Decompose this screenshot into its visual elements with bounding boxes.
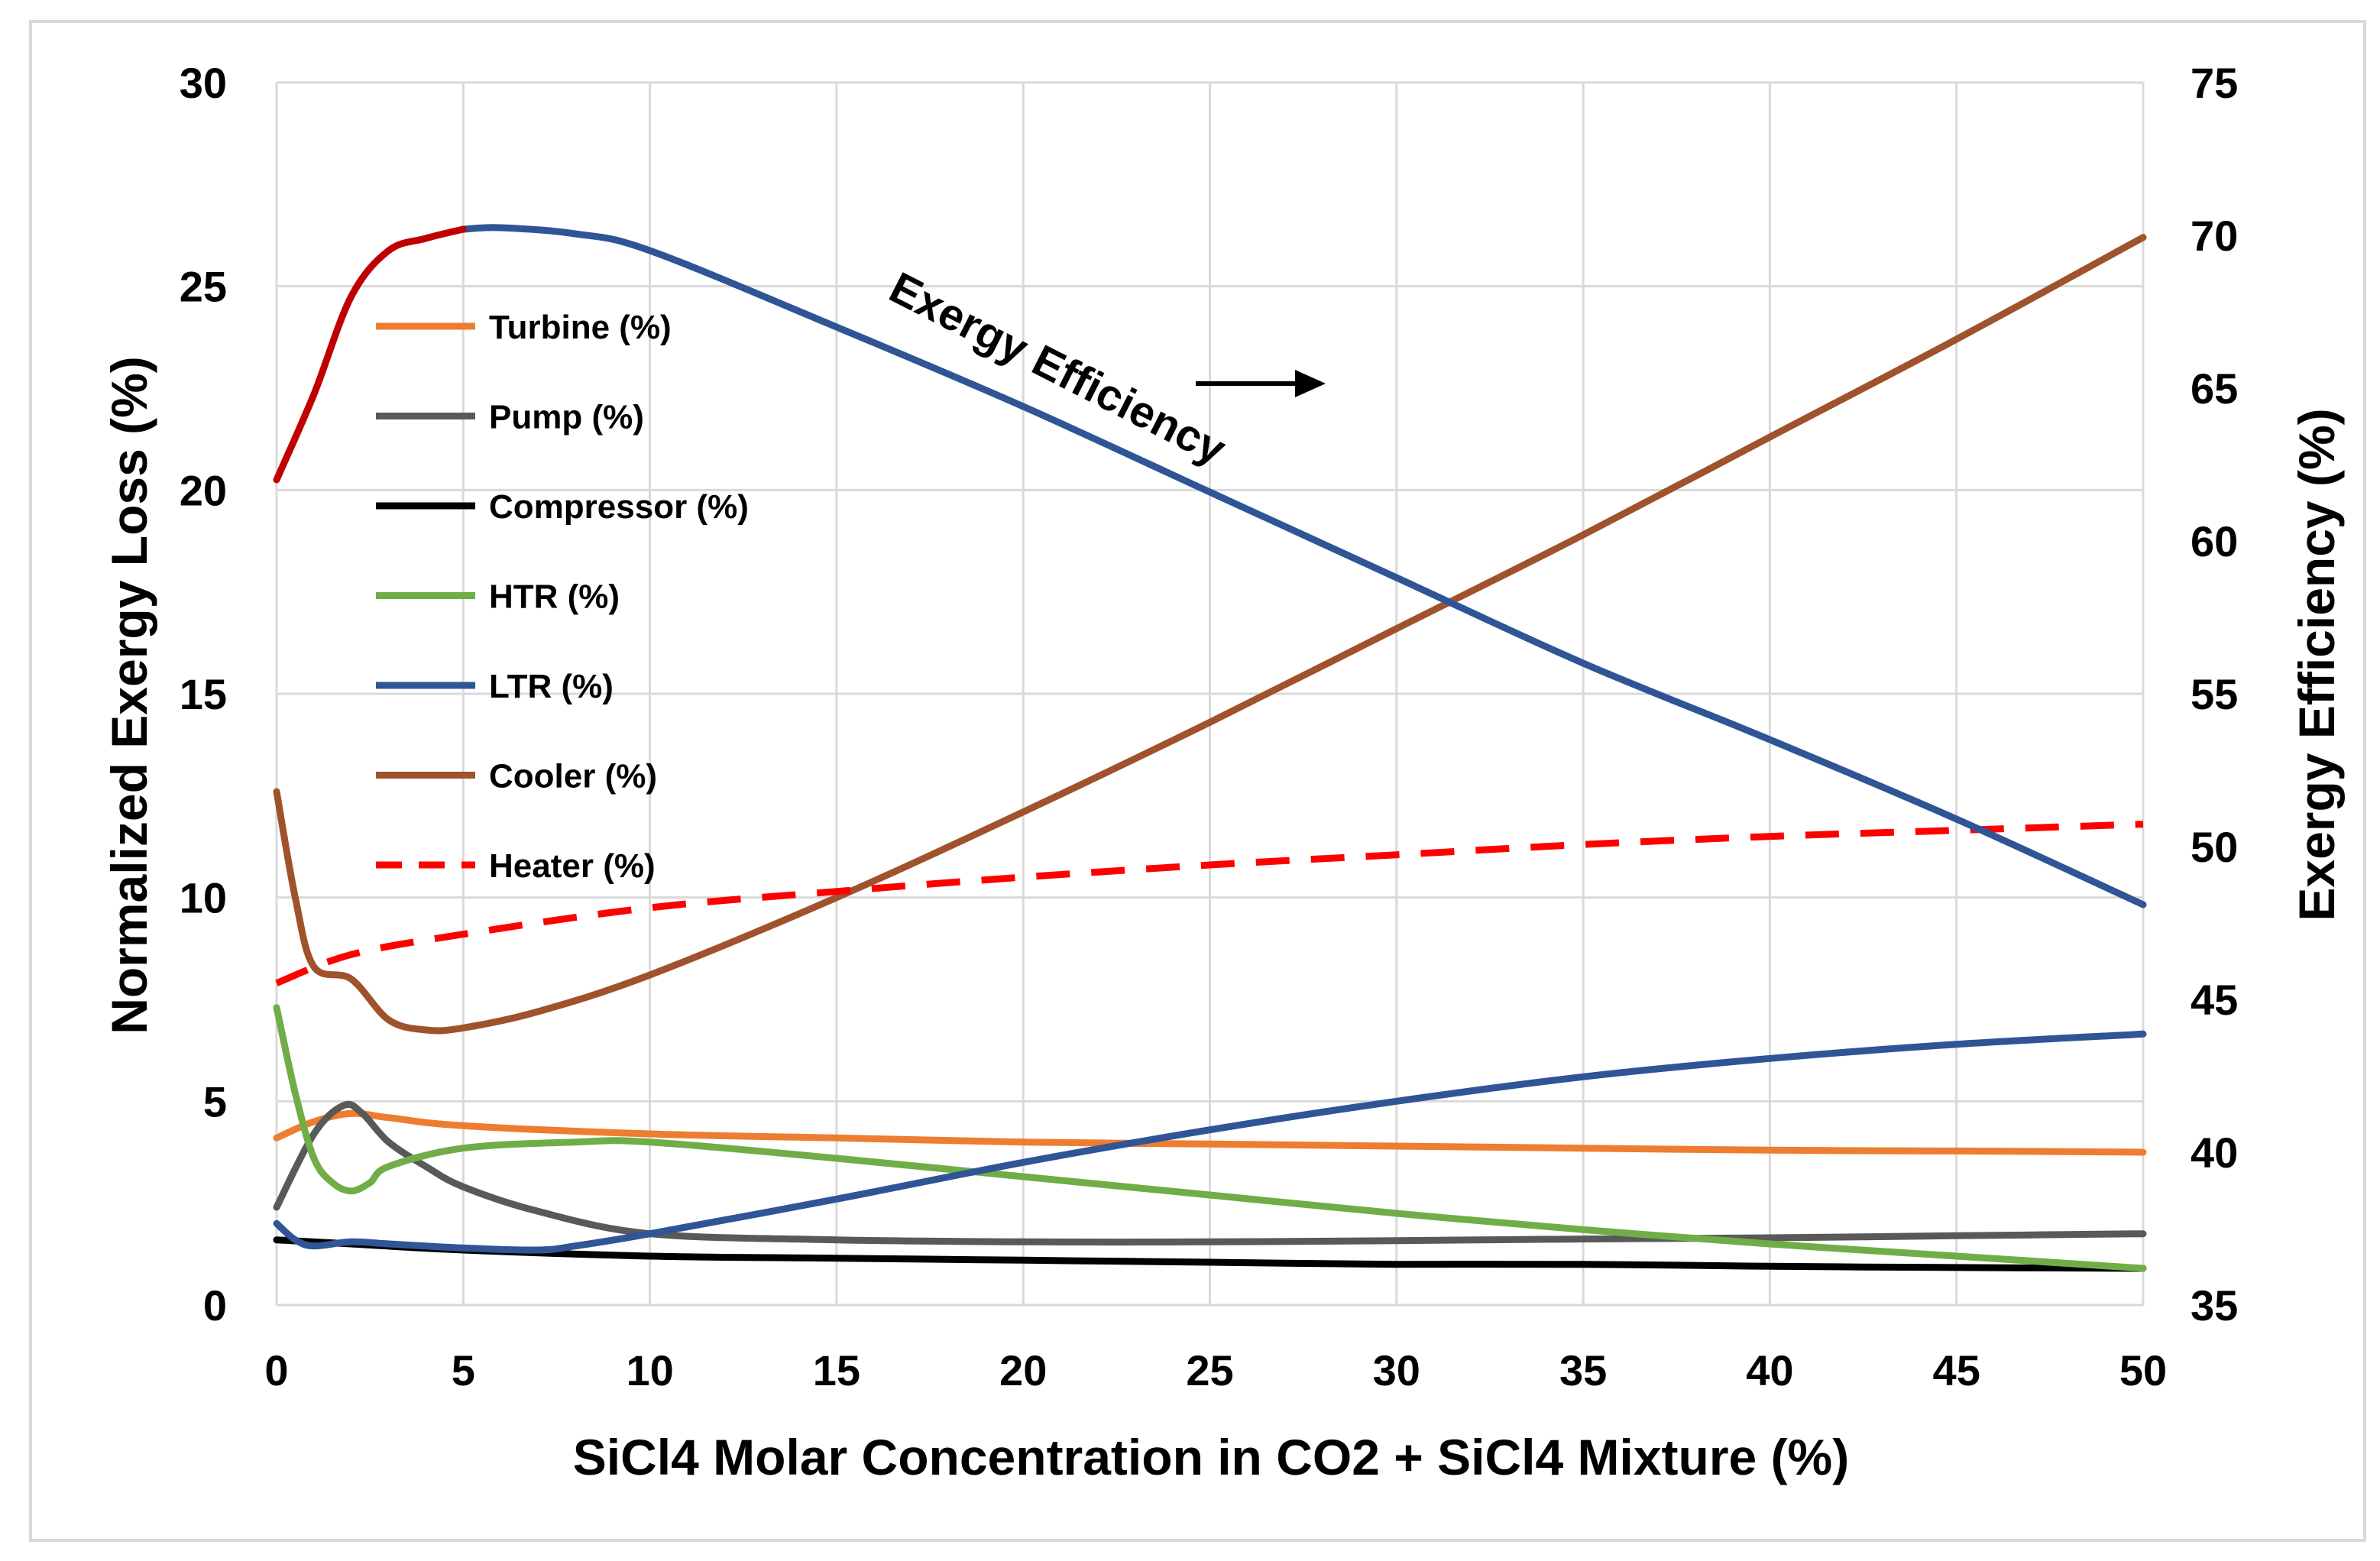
legend-label-ltr: LTR (%) — [489, 668, 614, 705]
y-tick-label: 15 — [180, 670, 227, 718]
x-tick-label: 35 — [1559, 1346, 1607, 1394]
x-tick-label: 10 — [626, 1346, 673, 1394]
legend-label-htr: HTR (%) — [489, 578, 620, 616]
y-tick-label: 10 — [180, 874, 227, 922]
chart-border — [29, 20, 2366, 1542]
x-tick-label: 50 — [2119, 1346, 2167, 1394]
series-line-cooler — [273, 234, 2147, 1035]
y2-tick-label: 55 — [2191, 670, 2238, 718]
x-tick-label: 20 — [999, 1346, 1047, 1394]
legend-label-turbine: Turbine (%) — [489, 309, 672, 346]
y2-tick-label: 50 — [2191, 823, 2238, 871]
y-tick-label: 0 — [203, 1281, 227, 1329]
legend-label-compressor: Compressor (%) — [489, 488, 749, 526]
x-tick-label: 0 — [264, 1346, 288, 1394]
y-tick-label: 30 — [180, 59, 227, 107]
series-line-exergy-efficiency — [459, 224, 2147, 908]
legend-label-cooler: Cooler (%) — [489, 758, 657, 795]
series-line-exergy-efficiency-0-5 — [273, 225, 467, 484]
y2-tick-label: 45 — [2191, 976, 2238, 1024]
annotation-arrow-head — [1295, 370, 1326, 397]
series-line-heater — [275, 821, 2144, 986]
x-tick-label: 5 — [452, 1346, 475, 1394]
y-tick-label: 25 — [180, 263, 227, 311]
x-tick-label: 40 — [1746, 1346, 1793, 1394]
x-axis-title: SiCl4 Molar Concentration in CO2 + SiCl4… — [573, 1429, 1849, 1485]
x-tick-label: 15 — [813, 1346, 860, 1394]
legend-label-pump: Pump (%) — [489, 399, 644, 436]
y2-tick-label: 75 — [2191, 59, 2238, 107]
y-axis-title: Normalized Exergy Loss (%) — [101, 356, 157, 1035]
series-line-htr — [273, 1004, 2147, 1272]
x-tick-label: 25 — [1186, 1346, 1233, 1394]
y2-axis-title: Exergy Efficiency (%) — [2288, 408, 2345, 921]
y-tick-label: 20 — [180, 466, 227, 514]
x-tick-label: 45 — [1933, 1346, 1980, 1394]
series-line-turbine — [273, 1109, 2147, 1156]
y-tick-label: 5 — [203, 1077, 227, 1125]
y2-tick-label: 70 — [2191, 212, 2238, 260]
series-line-ltr — [273, 1030, 2147, 1254]
x-tick-label: 30 — [1373, 1346, 1420, 1394]
y2-tick-label: 65 — [2191, 364, 2238, 413]
y2-tick-label: 60 — [2191, 517, 2238, 565]
y2-tick-label: 40 — [2191, 1129, 2238, 1177]
y2-tick-label: 35 — [2191, 1281, 2238, 1329]
series-line-pump — [273, 1100, 2147, 1246]
legend-label-heater: Heater (%) — [489, 847, 656, 885]
